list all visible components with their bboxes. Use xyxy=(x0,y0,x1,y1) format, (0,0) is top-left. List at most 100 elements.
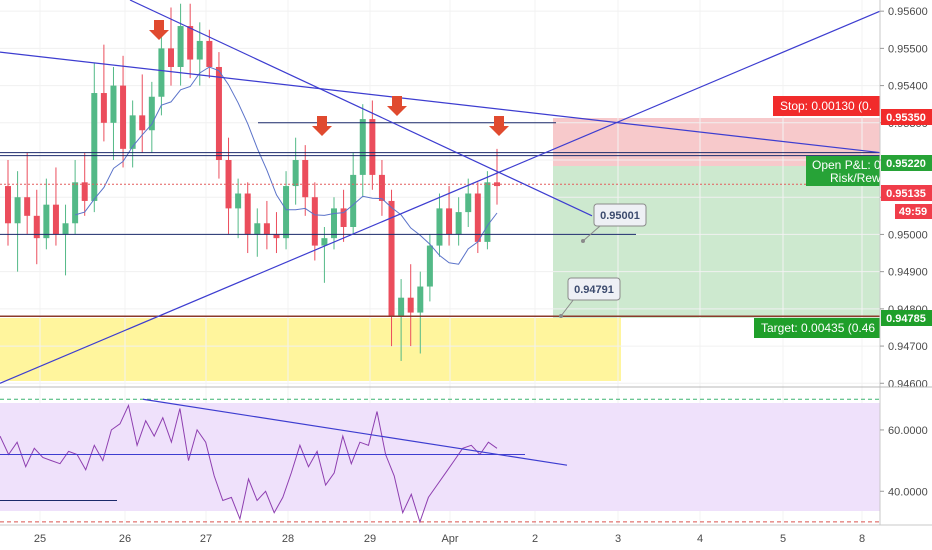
target-label[interactable]: Target: 0.00435 (0.46 xyxy=(754,318,882,338)
candle xyxy=(426,234,433,302)
candle xyxy=(72,160,79,235)
candle xyxy=(100,44,107,142)
candle xyxy=(263,200,270,250)
rsi-tick-label: 60.0000 xyxy=(888,425,928,437)
callout-0-95001[interactable]: 0.95001 xyxy=(581,203,647,243)
svg-text:0.95220: 0.95220 xyxy=(886,158,926,170)
candle xyxy=(62,204,69,276)
drawings[interactable] xyxy=(0,0,881,384)
svg-text:49:59: 49:59 xyxy=(899,206,927,218)
candle xyxy=(378,160,385,216)
pivot-arrows xyxy=(149,20,509,136)
trend-line xyxy=(0,51,881,154)
open-pl-label[interactable]: Open P&L: 0 Risk/Rew xyxy=(806,156,882,186)
price-axis[interactable]: 0.956000.955000.954000.953000.952000.951… xyxy=(879,0,932,525)
rsi-tick-label: 40.0000 xyxy=(888,486,928,498)
candle xyxy=(302,145,309,216)
callout-label: 0.95001 xyxy=(600,210,640,222)
x-tick-label: 25 xyxy=(34,533,46,545)
candle xyxy=(24,152,31,235)
candle xyxy=(417,271,424,354)
trend-line xyxy=(0,10,881,384)
candle xyxy=(254,208,261,257)
svg-text:Open P&L: 0: Open P&L: 0 xyxy=(812,158,881,172)
candle xyxy=(187,3,194,79)
x-tick-label: 3 xyxy=(615,533,621,545)
y-tick-label: 0.95400 xyxy=(888,81,928,93)
x-tick-label: 2 xyxy=(532,533,538,545)
candle xyxy=(5,160,11,246)
candle xyxy=(120,55,127,168)
arrow-down-icon xyxy=(489,116,509,136)
arrow-down-icon xyxy=(149,20,169,40)
candle xyxy=(331,197,337,250)
candles xyxy=(5,3,500,361)
candle xyxy=(446,186,453,246)
x-tick-label: 29 xyxy=(364,533,376,545)
candle xyxy=(398,279,405,361)
y-tick-label: 0.94900 xyxy=(888,267,928,279)
svg-text:0.95350: 0.95350 xyxy=(886,112,926,124)
candle xyxy=(359,104,366,198)
candle xyxy=(235,178,242,239)
arrow-down-icon xyxy=(312,116,332,136)
candle xyxy=(52,167,59,246)
candle xyxy=(484,171,491,250)
candle xyxy=(206,29,213,79)
rsi-band xyxy=(0,403,880,511)
y-tick-label: 0.95500 xyxy=(888,43,928,55)
candle xyxy=(436,193,443,257)
price-tag-target: 0.94785 xyxy=(881,310,932,326)
rsi-line xyxy=(0,403,498,524)
candle xyxy=(273,212,280,254)
stop-label[interactable]: Stop: 0.00130 (0. xyxy=(773,96,883,116)
candle xyxy=(350,152,357,235)
price-tag-stop: 0.95350 xyxy=(881,109,932,125)
candle xyxy=(110,66,117,161)
candle xyxy=(388,189,395,347)
y-tick-label: 0.94600 xyxy=(888,378,928,390)
x-tick-label: 8 xyxy=(859,533,865,545)
svg-text:0.95135: 0.95135 xyxy=(886,188,926,200)
x-tick-label: Apr xyxy=(441,533,458,545)
price-tag-current: 0.95135 xyxy=(881,185,932,201)
candle xyxy=(292,137,299,205)
candle xyxy=(465,178,472,227)
candle xyxy=(369,100,376,190)
callout-0-94791[interactable]: 0.94791 xyxy=(559,277,621,318)
candle xyxy=(215,52,222,179)
candle xyxy=(244,182,251,254)
moving-average-line xyxy=(74,66,498,265)
x-tick-label: 26 xyxy=(119,533,131,545)
candle xyxy=(455,197,462,246)
svg-text:Risk/Rew: Risk/Rew xyxy=(830,171,881,185)
rsi-trend-line xyxy=(142,398,568,466)
svg-text:0.94785: 0.94785 xyxy=(886,313,926,325)
y-tick-label: 0.95000 xyxy=(888,229,928,241)
trend-line xyxy=(129,0,593,217)
y-tick-label: 0.95600 xyxy=(888,6,928,18)
candle xyxy=(43,178,50,250)
x-tick-label: 4 xyxy=(697,533,703,545)
callout-label: 0.94791 xyxy=(574,284,614,296)
candle xyxy=(177,3,184,86)
candle xyxy=(168,7,174,86)
candle xyxy=(139,74,146,153)
candle xyxy=(321,226,328,283)
candle xyxy=(340,189,347,242)
candle xyxy=(33,189,40,265)
support-zone[interactable] xyxy=(0,318,621,381)
arrow-down-icon xyxy=(387,96,407,116)
svg-text:Stop: 0.00130 (0.: Stop: 0.00130 (0. xyxy=(780,99,872,113)
rsi-indicator[interactable] xyxy=(0,398,880,524)
candle xyxy=(14,171,21,272)
x-tick-label: 27 xyxy=(200,533,212,545)
y-tick-label: 0.94700 xyxy=(888,341,928,353)
time-axis[interactable]: 25 26 27 28 29 Apr 2 3 4 5 8 xyxy=(34,533,865,545)
candle xyxy=(148,81,155,153)
candle-countdown: 49:59 xyxy=(895,204,932,219)
x-tick-label: 5 xyxy=(780,533,786,545)
candle xyxy=(91,63,98,213)
svg-text:Target: 0.00435 (0.46: Target: 0.00435 (0.46 xyxy=(761,321,875,335)
